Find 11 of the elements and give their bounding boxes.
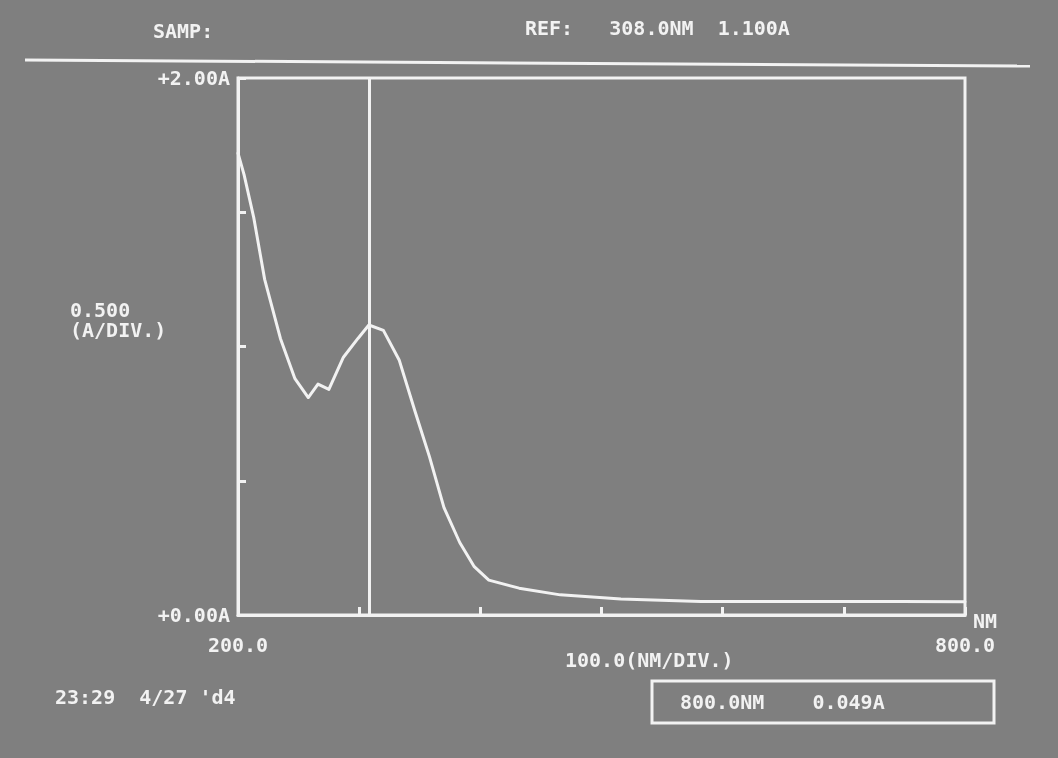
y-tick-label: +0.00A xyxy=(157,603,230,627)
y-tick-label: +2.00A xyxy=(157,66,230,90)
text: 0.500 (A/DIV.) xyxy=(70,298,167,342)
text: REF: 308.0NM 1.100A xyxy=(525,16,790,40)
text: 800.0NM 0.049A xyxy=(680,690,885,714)
x-tick-label: 200.0 xyxy=(207,633,269,657)
text: 100.0(NM/DIV.) xyxy=(565,648,734,672)
text: 23:29 4/27 'd4 xyxy=(55,685,236,709)
x-tick-label: 800.0 xyxy=(934,633,996,657)
chart-title: SAMP: xyxy=(153,19,214,43)
x-axis-title: NM xyxy=(973,609,998,633)
